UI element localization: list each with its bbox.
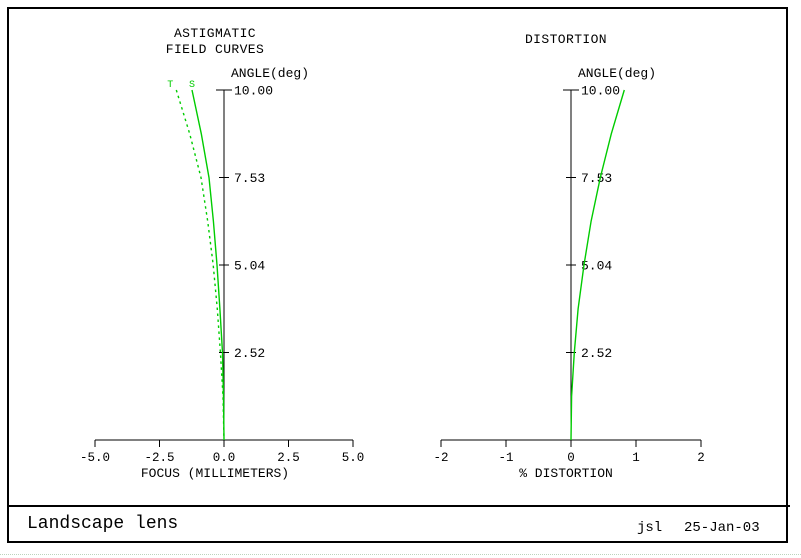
y-axis-label: ANGLE(deg) xyxy=(231,66,310,81)
plot-date: 25-Jan-03 xyxy=(684,520,760,536)
x-tick-label: 0 xyxy=(567,451,575,465)
x-axis-label: FOCUS (MILLIMETERS) xyxy=(140,466,290,481)
y-tick-label: 5.04 xyxy=(234,259,265,274)
chart-title: DISTORTION xyxy=(524,32,607,47)
sagittal-curve xyxy=(191,89,225,441)
y-tick-label: 10.00 xyxy=(581,84,620,99)
x-tick-label: 5.0 xyxy=(342,451,365,465)
x-tick-label: 2.5 xyxy=(277,451,300,465)
y-axis-label: ANGLE(deg) xyxy=(578,66,657,81)
chart-title: FIELD CURVES xyxy=(165,42,265,57)
x-axis-label: % DISTORTION xyxy=(519,466,613,481)
distortion-curve xyxy=(570,89,625,441)
y-tick-label: 7.53 xyxy=(581,171,612,186)
footer-separator xyxy=(7,505,790,507)
tangential-curve xyxy=(175,89,225,441)
lens-title: Landscape lens xyxy=(27,514,179,534)
x-tick-label: -2.5 xyxy=(144,451,174,465)
y-tick-label: 7.53 xyxy=(234,171,265,186)
x-tick-label: 0.0 xyxy=(213,451,236,465)
curve-label-S: S xyxy=(189,80,195,91)
x-tick-label: -2 xyxy=(433,451,448,465)
window-edge-artifact xyxy=(0,554,801,555)
y-tick-label: 10.00 xyxy=(234,84,273,99)
curve-label-T: T xyxy=(167,80,173,91)
x-tick-label: -1 xyxy=(498,451,513,465)
author-initials: jsl xyxy=(637,520,663,536)
x-tick-label: 2 xyxy=(697,451,705,465)
y-tick-label: 2.52 xyxy=(581,346,612,361)
plot-frame xyxy=(7,7,788,543)
y-tick-label: 2.52 xyxy=(234,346,265,361)
x-tick-label: 1 xyxy=(632,451,640,465)
x-tick-label: -5.0 xyxy=(80,451,110,465)
chart-title: ASTIGMATIC xyxy=(173,26,256,41)
y-tick-label: 5.04 xyxy=(581,259,612,274)
